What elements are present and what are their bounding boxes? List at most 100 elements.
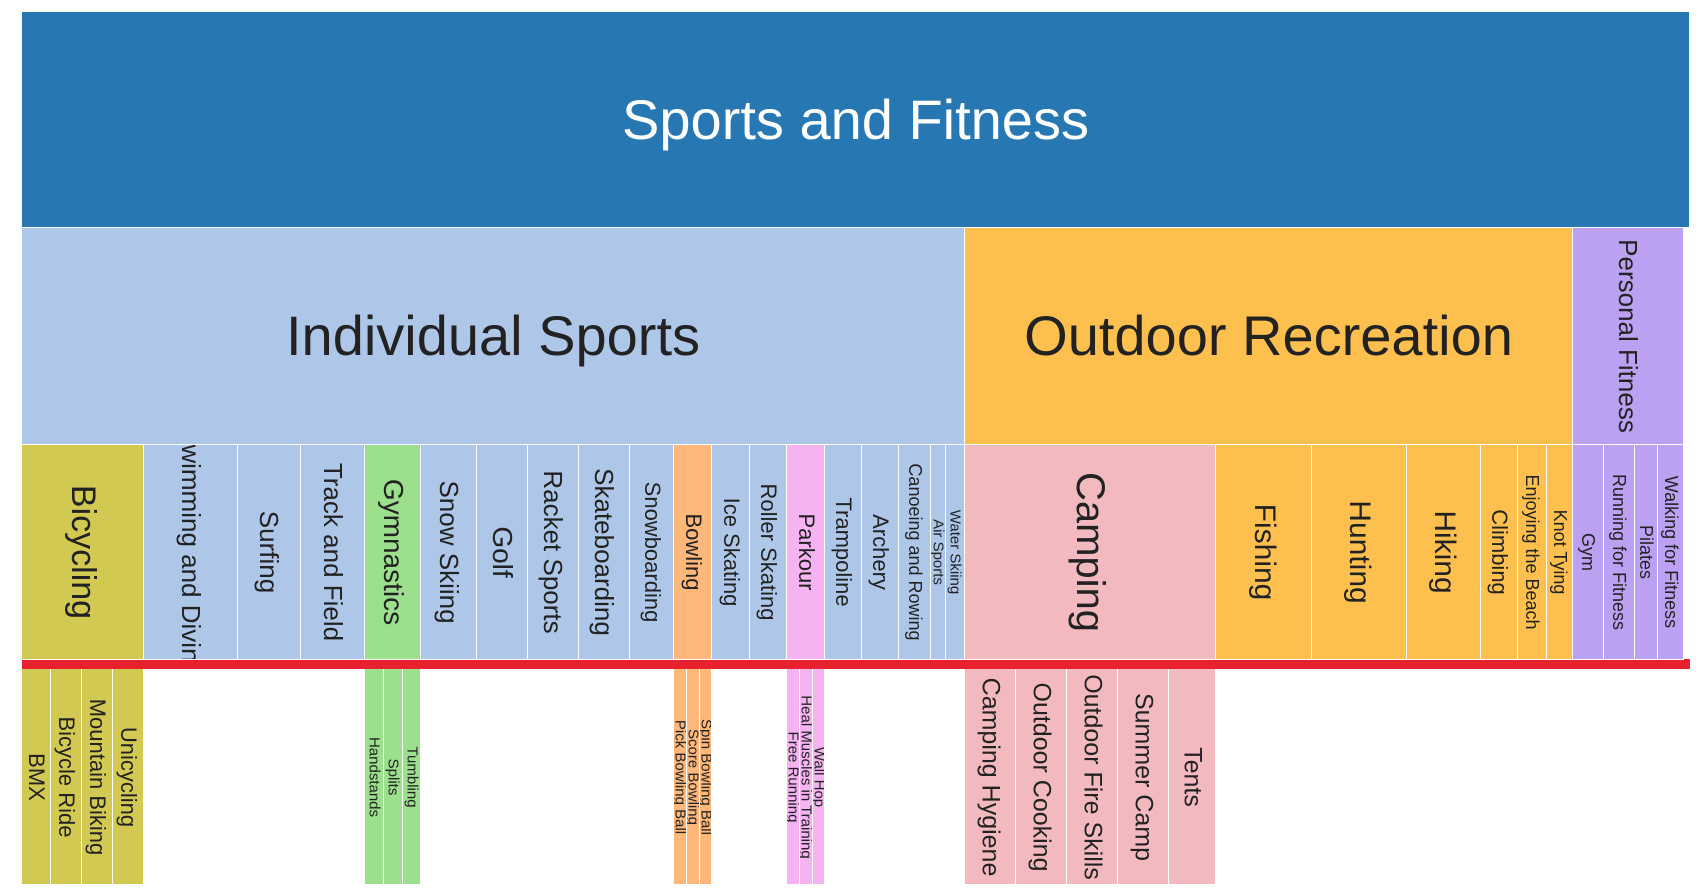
node-parkour[interactable]: Parkour <box>787 445 825 660</box>
node-label: Parkour <box>793 513 819 591</box>
node-label: Outdoor Fire Skills <box>1078 673 1107 880</box>
node-free-running[interactable]: Free Running <box>787 669 800 885</box>
node-label: Gymnastics <box>377 478 409 626</box>
node-label: Unicycling <box>116 726 141 827</box>
node-label: Tumbling <box>403 745 420 808</box>
node-enjoying-the-beach[interactable]: Enjoying the Beach <box>1518 445 1547 660</box>
cut-line <box>22 659 1690 669</box>
node-individual-sports[interactable]: Individual Sports <box>22 228 965 445</box>
node-splits[interactable]: Splits <box>384 669 403 885</box>
node-label: Spin Bowling Ball <box>700 718 712 835</box>
node-golf[interactable]: Golf <box>477 445 528 660</box>
node-label: Enjoying the Beach <box>1522 474 1542 630</box>
node-label: Swimming and Diving <box>175 445 206 660</box>
node-outdoor-fire-skills[interactable]: Outdoor Fire Skills <box>1067 669 1118 885</box>
node-spin-bowling-ball[interactable]: Spin Bowling Ball <box>700 669 712 885</box>
node-pick-bowling-ball[interactable]: Pick Bowling Ball <box>674 669 687 885</box>
node-label: Running for Fitness <box>1609 473 1629 631</box>
node-fishing[interactable]: Fishing <box>1216 445 1312 660</box>
node-running-for-fitness[interactable]: Running for Fitness <box>1604 445 1635 660</box>
node-camping[interactable]: Camping <box>965 445 1216 660</box>
node-summer-camp[interactable]: Summer Camp <box>1118 669 1169 885</box>
node-label: Trampoline <box>831 497 856 607</box>
node-climbing[interactable]: Climbing <box>1481 445 1518 660</box>
node-surfing[interactable]: Surfing <box>238 445 301 660</box>
node-handstands[interactable]: Handstands <box>365 669 384 885</box>
node-pilates[interactable]: Pilates <box>1635 445 1658 660</box>
node-label: Air Sports <box>931 519 946 585</box>
node-water-skiing[interactable]: Water Skiing <box>946 445 965 660</box>
node-snowboarding[interactable]: Snowboarding <box>630 445 674 660</box>
node-label: Pilates <box>1636 524 1656 580</box>
node-label: Hunting <box>1343 500 1376 604</box>
node-heal-muscles-in-training[interactable]: Heal Muscles in Training <box>800 669 813 885</box>
node-hunting[interactable]: Hunting <box>1312 445 1407 660</box>
node-label: Camping Hygiene <box>976 677 1005 876</box>
node-outdoor-cooking[interactable]: Outdoor Cooking <box>1016 669 1067 885</box>
node-trampoline[interactable]: Trampoline <box>825 445 862 660</box>
node-camping-hygiene[interactable]: Camping Hygiene <box>965 669 1016 885</box>
node-label: Handstands <box>365 736 383 817</box>
node-outdoor-recreation[interactable]: Outdoor Recreation <box>965 228 1573 445</box>
node-swimming-and-diving[interactable]: Swimming and Diving <box>144 445 238 660</box>
node-bowling[interactable]: Bowling <box>674 445 712 660</box>
node-score-bowling[interactable]: Score Bowling <box>687 669 700 885</box>
node-air-sports[interactable]: Air Sports <box>931 445 946 660</box>
node-archery[interactable]: Archery <box>862 445 899 660</box>
node-canoeing-and-rowing[interactable]: Canoeing and Rowing <box>899 445 931 660</box>
node-label: Canoeing and Rowing <box>904 463 925 641</box>
node-unicycling[interactable]: Unicycling <box>113 669 144 885</box>
node-bicycling[interactable]: Bicycling <box>22 445 144 660</box>
node-label: Tents <box>1178 746 1207 807</box>
node-label: Snow Skiing <box>433 480 464 624</box>
node-label: Walking for Fitness <box>1660 475 1681 629</box>
node-sports-and-fitness[interactable]: Sports and Fitness <box>22 12 1690 228</box>
node-label: Outdoor Recreation <box>1024 304 1513 367</box>
node-wall-hop[interactable]: Wall Hop <box>813 669 825 885</box>
node-label: Climbing <box>1487 509 1512 595</box>
node-skateboarding[interactable]: Skateboarding <box>579 445 630 660</box>
node-bmx[interactable]: BMX <box>22 669 51 885</box>
node-label: Pick Bowling Ball <box>674 719 687 834</box>
node-hiking[interactable]: Hiking <box>1407 445 1481 660</box>
node-track-and-field[interactable]: Track and Field <box>301 445 365 660</box>
node-tumbling[interactable]: Tumbling <box>403 669 421 885</box>
node-label: Ice Skating <box>718 497 744 607</box>
node-label: Splits <box>384 758 402 795</box>
node-walking-for-fitness[interactable]: Walking for Fitness <box>1658 445 1684 660</box>
node-label: Gym <box>1578 533 1598 571</box>
node-bicycle-ride[interactable]: Bicycle Ride <box>51 669 82 885</box>
node-label: Bicycle Ride <box>54 715 79 838</box>
node-label: Outdoor Cooking <box>1027 681 1056 872</box>
node-label: Fishing <box>1247 503 1281 601</box>
node-label: Archery <box>868 514 893 590</box>
node-label: Heal Muscles in Training <box>800 694 813 859</box>
node-label: Water Skiing <box>946 509 964 595</box>
node-label: Camping <box>1068 471 1112 633</box>
node-snow-skiing[interactable]: Snow Skiing <box>421 445 477 660</box>
node-label: Racket Sports <box>538 470 568 634</box>
node-racket-sports[interactable]: Racket Sports <box>528 445 579 660</box>
node-label: Knot Tying <box>1549 509 1570 595</box>
node-ice-skating[interactable]: Ice Skating <box>712 445 750 660</box>
node-label: Golf <box>487 526 518 578</box>
node-label: Sports and Fitness <box>622 87 1089 151</box>
node-label: Track and Field <box>317 462 348 642</box>
node-label: Score Bowling <box>687 728 700 825</box>
node-gym[interactable]: Gym <box>1573 445 1604 660</box>
node-tents[interactable]: Tents <box>1169 669 1216 885</box>
node-gymnastics[interactable]: Gymnastics <box>365 445 421 660</box>
node-knot-tying[interactable]: Knot Tying <box>1547 445 1573 660</box>
node-label: Summer Camp <box>1129 692 1158 861</box>
node-mountain-biking[interactable]: Mountain Biking <box>82 669 113 885</box>
node-label: BMX <box>24 752 49 801</box>
node-label: Free Running <box>787 731 800 822</box>
node-label: Bowling <box>680 513 706 591</box>
node-label: Skateboarding <box>589 468 619 636</box>
node-label: Mountain Biking <box>85 698 110 855</box>
node-label: Hiking <box>1427 510 1461 594</box>
node-label: Wall Hop <box>813 746 825 807</box>
node-roller-skating[interactable]: Roller Skating <box>750 445 787 660</box>
node-personal-fitness[interactable]: Personal Fitness <box>1573 228 1684 445</box>
